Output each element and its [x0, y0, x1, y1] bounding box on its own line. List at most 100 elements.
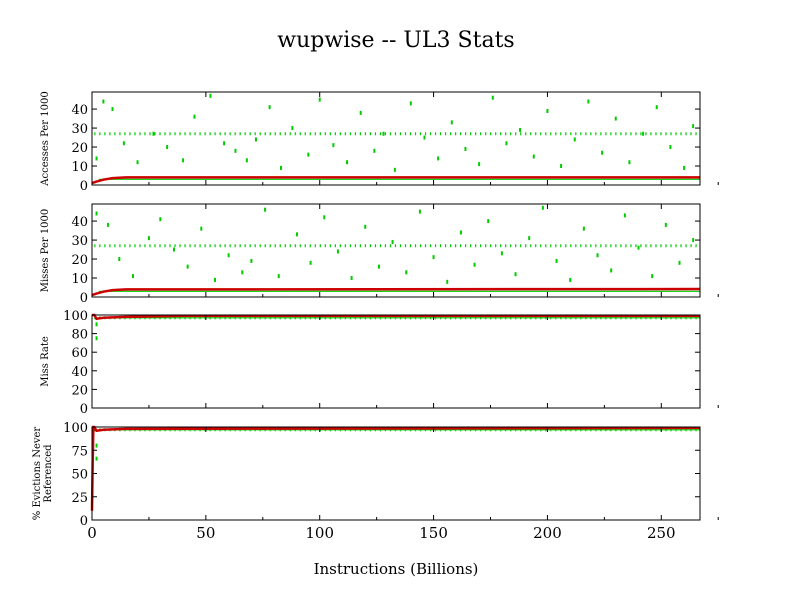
sample-point	[444, 132, 447, 136]
sample-point	[528, 236, 531, 241]
sample-point	[399, 244, 402, 248]
sample-point	[379, 244, 382, 248]
sample-point	[149, 244, 151, 248]
sample-point	[525, 132, 527, 136]
sample-point	[605, 132, 607, 136]
y-tick-label: 40	[71, 215, 88, 230]
sample-point	[277, 274, 280, 279]
sample-point	[131, 274, 134, 279]
sample-point	[239, 244, 241, 248]
y-tick-label: 0	[80, 179, 88, 194]
sample-point	[250, 258, 253, 263]
y-tick-label: 80	[71, 328, 88, 343]
sample-point	[560, 132, 562, 136]
y-tick-label: 10	[71, 160, 88, 175]
sample-point	[432, 255, 435, 260]
sample-point	[590, 132, 592, 136]
sample-point	[364, 224, 367, 229]
sample-point	[350, 276, 353, 281]
sample-point	[424, 132, 427, 136]
sample-point	[254, 132, 256, 136]
sample-point	[339, 132, 341, 136]
sample-point	[569, 277, 572, 282]
chart-title: wupwise -- UL3 Stats	[277, 28, 515, 53]
sample-point	[655, 105, 658, 110]
sample-point	[391, 239, 394, 244]
panel-frame	[91, 426, 701, 521]
sample-point	[651, 274, 654, 279]
sample-point	[152, 131, 155, 136]
sample-point	[179, 132, 181, 136]
sample-point	[625, 132, 627, 136]
sample-point	[505, 244, 507, 248]
sample-point	[510, 244, 512, 248]
sample-point	[284, 132, 286, 136]
sample-point	[309, 132, 311, 136]
sample-point	[309, 244, 311, 248]
sample-point	[334, 244, 336, 248]
sample-point	[540, 244, 542, 248]
sample-point	[104, 132, 106, 136]
sample-point	[475, 132, 477, 136]
y-tick-label: 40	[71, 103, 88, 118]
sample-point	[394, 244, 397, 248]
y-tick-label: 0	[80, 291, 88, 306]
sample-point	[515, 244, 517, 248]
sample-point	[264, 132, 266, 136]
sample-point	[129, 244, 131, 248]
sample-point	[505, 141, 508, 146]
sample-point	[224, 132, 226, 136]
sample-point	[464, 244, 467, 248]
sample-point	[480, 244, 482, 248]
sample-point	[605, 244, 607, 248]
sample-point	[565, 132, 567, 136]
sample-point	[106, 222, 109, 227]
sample-point	[295, 232, 298, 237]
sample-point	[159, 132, 161, 136]
sample-point	[405, 270, 408, 275]
sample-point	[449, 244, 452, 248]
sample-point	[179, 244, 181, 248]
sample-point	[354, 132, 356, 136]
sample-point	[384, 244, 387, 248]
sample-point	[279, 132, 281, 136]
sample-point	[209, 93, 212, 98]
y-axis-label-line: Accesses Per 1000	[40, 91, 51, 186]
sample-point	[104, 244, 106, 248]
sample-point	[111, 107, 114, 112]
sample-point	[369, 132, 372, 136]
sample-point	[124, 244, 126, 248]
sample-point	[227, 253, 230, 258]
sample-point	[149, 132, 151, 136]
sample-point	[414, 132, 417, 136]
sample-point	[259, 244, 261, 248]
sample-point	[147, 236, 150, 241]
sample-point	[495, 132, 497, 136]
sample-point	[678, 260, 681, 265]
sample-point	[164, 244, 166, 248]
x-tick-label: 100	[305, 524, 334, 542]
sample-point	[630, 132, 632, 136]
sample-point	[307, 152, 310, 157]
sample-point	[373, 148, 376, 153]
sample-point	[269, 244, 271, 248]
sample-point	[500, 132, 502, 136]
sample-point	[535, 132, 537, 136]
sample-point	[580, 244, 582, 248]
sample-point	[642, 131, 645, 136]
panel-frame	[91, 314, 701, 409]
sample-point	[541, 205, 544, 210]
sample-point	[349, 244, 351, 248]
sample-point	[394, 132, 397, 136]
sample-point	[223, 141, 226, 146]
sample-point	[95, 443, 98, 448]
sample-point	[514, 272, 517, 277]
sample-point	[692, 124, 695, 129]
sample-point	[660, 244, 662, 248]
sample-point	[555, 258, 558, 263]
sample-point	[670, 244, 672, 248]
sample-point	[94, 132, 96, 136]
cumulative-line	[91, 176, 700, 185]
sample-point	[660, 132, 662, 136]
